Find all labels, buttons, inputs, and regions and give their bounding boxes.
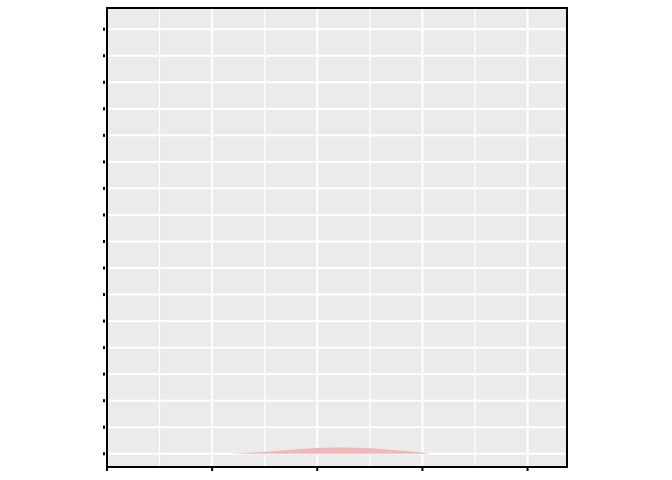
plot-panel [107, 8, 567, 467]
area-series-layer [229, 447, 431, 454]
area-series [229, 447, 431, 454]
grid-lines [106, 8, 567, 467]
plot-border [106, 7, 568, 468]
